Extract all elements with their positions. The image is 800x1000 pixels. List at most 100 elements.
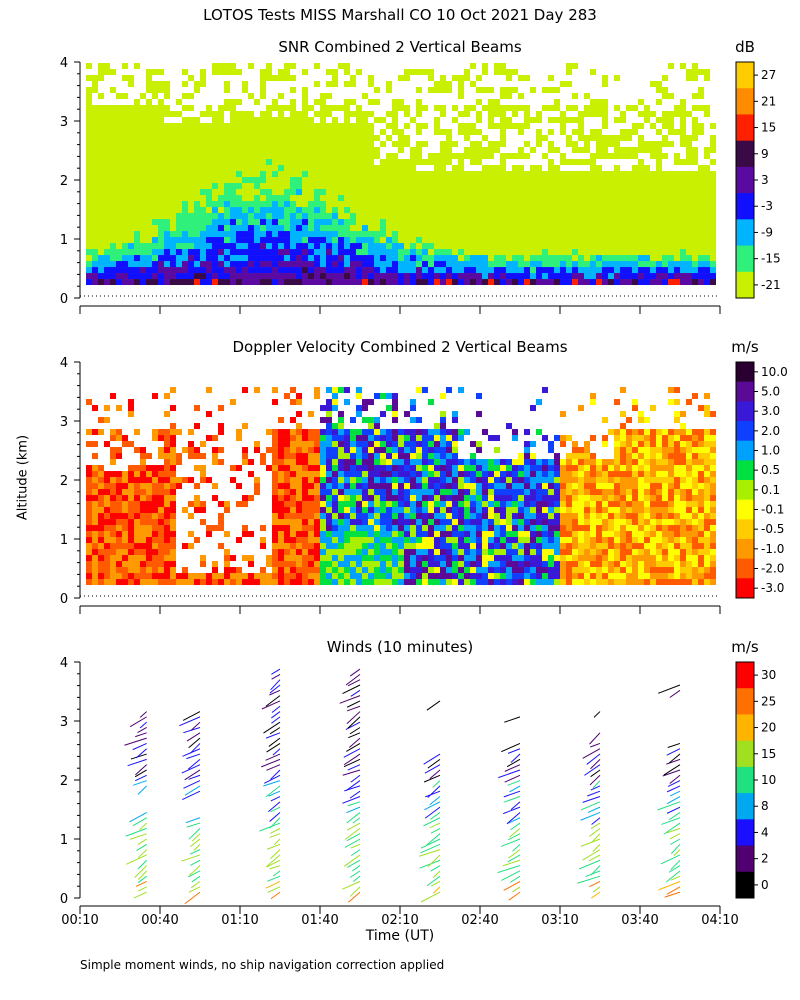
heatmap-cell [464,483,470,490]
heatmap-cell [488,471,494,478]
heatmap-cell [410,441,416,448]
heatmap-cell [98,213,104,220]
heatmap-cell [368,129,374,136]
heatmap-cell [308,561,314,568]
heatmap-cell [332,435,338,442]
heatmap-cell [380,495,386,502]
heatmap-cell [218,165,224,172]
heatmap-cell [494,549,500,556]
heatmap-cell [158,525,164,532]
heatmap-cell [266,129,272,136]
heatmap-cell [278,237,284,244]
heatmap-cell [446,441,452,448]
heatmap-cell [368,579,374,586]
heatmap-cell [290,243,296,250]
heatmap-cell [236,237,242,244]
heatmap-cell [206,579,212,586]
heatmap-cell [650,147,656,154]
heatmap-cell [590,129,596,136]
heatmap-cell [98,255,104,262]
heatmap-cell [320,141,326,148]
heatmap-cell [416,231,422,238]
heatmap-cell [374,555,380,562]
heatmap-cell [152,501,158,508]
heatmap-cell [98,573,104,580]
heatmap-cell [230,99,236,106]
heatmap-cell [506,519,512,526]
heatmap-cell [506,213,512,220]
heatmap-cell [572,507,578,514]
heatmap-cell [254,225,260,232]
heatmap-cell [140,279,146,286]
heatmap-cell [110,255,116,262]
heatmap-cell [560,459,566,466]
heatmap-cell [662,213,668,220]
heatmap-cell [200,165,206,172]
heatmap-cell [560,507,566,514]
heatmap-cell [362,543,368,550]
heatmap-cell [230,213,236,220]
heatmap-cell [98,465,104,472]
heatmap-cell [464,177,470,184]
heatmap-cell [98,159,104,166]
heatmap-cell [302,105,308,112]
heatmap-cell [350,507,356,514]
heatmap-cell [422,525,428,532]
heatmap-cell [86,141,92,148]
heatmap-cell [392,435,398,442]
heatmap-cell [464,465,470,472]
heatmap-cell [206,477,212,484]
heatmap-cell [410,513,416,520]
heatmap-cell [554,273,560,280]
heatmap-cell [308,237,314,244]
heatmap-cell [326,537,332,544]
heatmap-cell [650,207,656,214]
heatmap-cell [296,453,302,460]
heatmap-cell [668,249,674,256]
heatmap-cell [230,111,236,118]
heatmap-cell [374,573,380,580]
heatmap-cell [170,441,176,448]
heatmap-cell [356,117,362,124]
heatmap-cell [518,129,524,136]
heatmap-cell [356,567,362,574]
heatmap-cell [470,213,476,220]
heatmap-cell [362,273,368,280]
heatmap-cell [482,429,488,436]
footnote: Simple moment winds, no ship navigation … [80,958,445,972]
heatmap-cell [632,171,638,178]
heatmap-cell [536,573,542,580]
heatmap-cell [584,183,590,190]
heatmap-cell [356,279,362,286]
heatmap-cell [494,447,500,454]
heatmap-cell [332,447,338,454]
heatmap-cell [326,447,332,454]
heatmap-cell [482,465,488,472]
heatmap-cell [206,105,212,112]
heatmap-cell [146,231,152,238]
heatmap-cell [404,225,410,232]
heatmap-cell [194,129,200,136]
heatmap-cell [398,183,404,190]
heatmap-cell [704,267,710,274]
heatmap-cell [116,447,122,454]
heatmap-cell [362,279,368,286]
heatmap-cell [278,129,284,136]
heatmap-cell [710,231,716,238]
heatmap-cell [698,123,704,130]
heatmap-cell [374,465,380,472]
heatmap-cell [116,177,122,184]
heatmap-cell [248,231,254,238]
heatmap-cell [386,579,392,586]
heatmap-cell [110,579,116,586]
heatmap-cell [362,567,368,574]
heatmap-cell [572,537,578,544]
heatmap-cell [86,483,92,490]
heatmap-cell [92,87,98,94]
colorbar-label: 3 [761,173,769,187]
heatmap-cell [350,567,356,574]
heatmap-cell [362,405,368,412]
heatmap-cell [212,147,218,154]
heatmap-cell [110,213,116,220]
heatmap-cell [302,111,308,118]
